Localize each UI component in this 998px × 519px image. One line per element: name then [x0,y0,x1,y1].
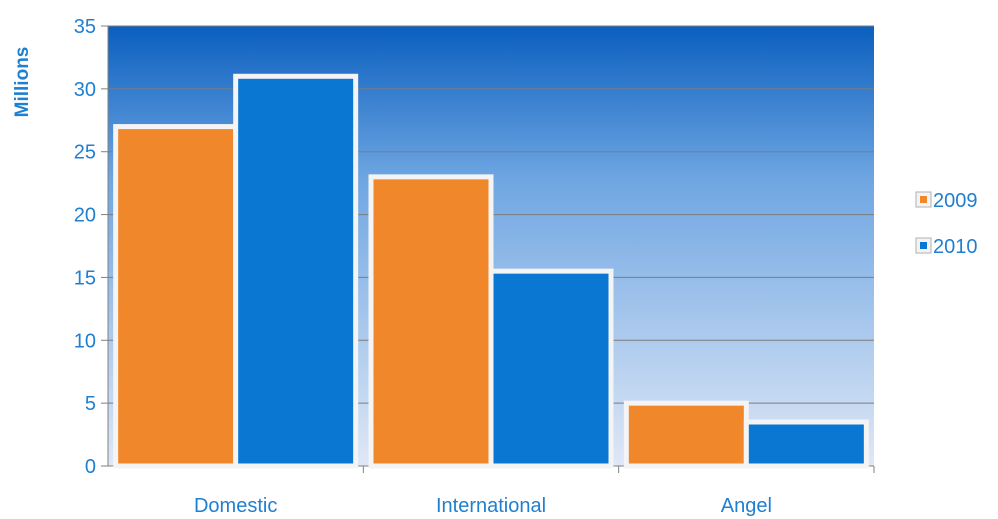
legend-swatch-2009 [920,196,927,203]
legend-label: 2010 [933,236,978,258]
y-tick-label: 5 [85,393,96,415]
legend: 2009 2010 [915,190,978,258]
bars [113,73,869,469]
bar-2009-international [368,174,494,469]
bar-2010-angel [743,419,869,469]
axis-labels: 0 5 10 15 20 25 30 35 Domestic International Angel [74,16,772,517]
x-category-label: Domestic [194,495,277,517]
y-tick-label: 15 [74,267,96,289]
legend-swatch-2010 [920,242,927,249]
y-tick-label: 35 [74,16,96,38]
bar-2009-domestic [113,124,239,469]
bar-2009-angel [623,400,749,469]
y-tick-label: 0 [85,456,96,478]
bar-2010-international [488,268,614,469]
x-category-label: International [436,495,546,517]
y-tick-label: 10 [74,330,96,352]
y-axis-title: Millions [12,47,33,118]
legend-item-2009: 2009 [915,190,978,212]
y-tick-label: 20 [74,205,96,227]
y-tick-label: 30 [74,79,96,101]
legend-item-2010: 2010 [915,236,978,258]
x-category-label: Angel [721,495,772,517]
legend-label: 2009 [933,190,978,212]
y-tick-label: 25 [74,142,96,164]
bar-2010-domestic [233,73,359,469]
